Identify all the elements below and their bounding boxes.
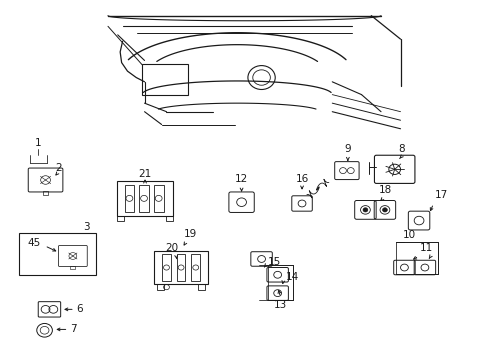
- Bar: [176, 254, 185, 281]
- Text: 9: 9: [344, 144, 350, 154]
- Bar: [154, 251, 207, 284]
- Text: 2: 2: [55, 163, 61, 173]
- Text: 18: 18: [379, 185, 392, 195]
- Text: 10: 10: [402, 230, 415, 240]
- Bar: [117, 181, 173, 216]
- Text: 13: 13: [273, 300, 286, 310]
- Text: 1: 1: [35, 138, 41, 148]
- Bar: [191, 254, 200, 281]
- Bar: [154, 185, 163, 212]
- Bar: [117, 216, 124, 221]
- Bar: [162, 254, 170, 281]
- Text: 3: 3: [82, 222, 89, 231]
- Text: 8: 8: [397, 144, 404, 153]
- Text: 14: 14: [285, 272, 298, 282]
- Bar: [70, 266, 75, 269]
- Text: 11: 11: [419, 243, 432, 253]
- Bar: [157, 284, 163, 290]
- Text: 15: 15: [267, 257, 281, 267]
- Text: 19: 19: [184, 229, 197, 239]
- Text: 21: 21: [138, 169, 151, 179]
- Text: 16: 16: [295, 174, 308, 184]
- Text: 45: 45: [27, 238, 41, 248]
- Bar: [198, 284, 205, 290]
- Circle shape: [362, 208, 367, 212]
- Bar: [165, 216, 173, 221]
- Text: 12: 12: [234, 174, 248, 184]
- Text: 6: 6: [76, 304, 83, 314]
- Bar: [139, 185, 149, 212]
- Text: 20: 20: [164, 243, 178, 253]
- Bar: [124, 185, 134, 212]
- Circle shape: [382, 208, 386, 212]
- Text: 17: 17: [434, 190, 447, 201]
- Bar: [19, 233, 96, 275]
- Bar: [142, 64, 188, 95]
- Text: 7: 7: [70, 324, 77, 334]
- Bar: [42, 191, 48, 195]
